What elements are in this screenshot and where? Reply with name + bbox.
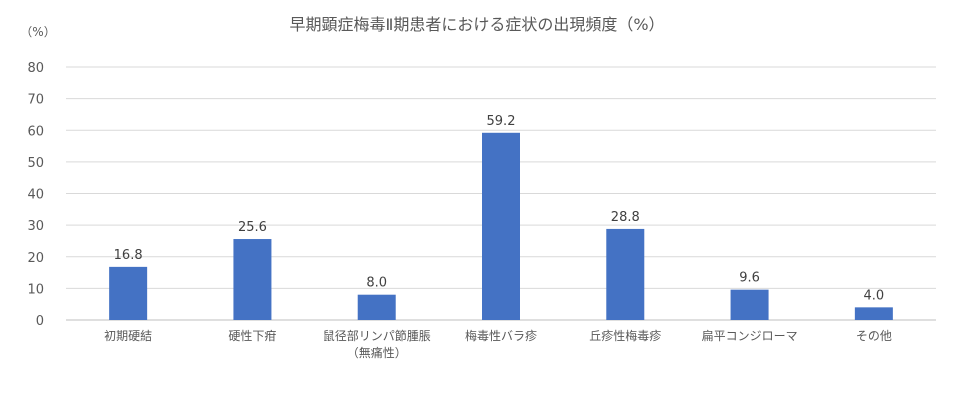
data-label: 9.6 (739, 271, 760, 286)
data-label: 25.6 (238, 220, 267, 235)
x-axis-ticks: 初期硬結 硬性下疳 鼠径部リンパ節腫脹 （無痛性） 梅毒性バラ疹 丘疹性梅毒疹 扁平コンジロ… (104, 328, 892, 360)
x-tick-label: 初期硬結 (104, 329, 152, 343)
y-tick-label: 0 (36, 314, 44, 329)
x-tick-label: その他 (856, 329, 892, 343)
x-tick-label: 鼠径部リンパ節腫脹 (323, 328, 431, 343)
bar (730, 289, 769, 320)
data-label: 28.8 (611, 210, 640, 225)
bar (233, 239, 272, 320)
bars (109, 132, 893, 320)
chart-title: 早期顕症梅毒Ⅱ期患者における症状の出現頻度（%） (289, 15, 664, 34)
y-tick-label: 40 (27, 188, 44, 203)
bar (854, 307, 893, 320)
bar (109, 266, 148, 320)
y-tick-label: 80 (27, 61, 44, 76)
x-tick-label: 扁平コンジローマ (702, 329, 798, 343)
data-label: 59.2 (487, 114, 516, 129)
data-label: 16.8 (114, 248, 143, 263)
y-axis-unit-label: （%） (20, 25, 55, 39)
y-tick-label: 10 (27, 282, 44, 297)
x-tick-label: 硬性下疳 (228, 328, 276, 343)
y-axis-ticks: 0 10 20 30 40 50 60 70 80 (27, 61, 44, 329)
x-tick-label: 丘疹性梅毒疹 (589, 328, 661, 343)
y-tick-label: 20 (27, 251, 44, 266)
x-tick-label: 梅毒性バラ疹 (465, 328, 537, 343)
bar (482, 132, 520, 320)
data-labels: 16.8 25.6 8.0 59.2 28.8 9.6 4.0 (114, 114, 885, 304)
bar (606, 228, 645, 320)
y-tick-label: 50 (27, 156, 44, 171)
y-tick-label: 70 (27, 93, 44, 108)
y-tick-label: 60 (27, 124, 44, 139)
bar (357, 294, 396, 320)
x-tick-label: （無痛性） (347, 345, 407, 360)
data-label: 8.0 (366, 276, 387, 291)
y-tick-label: 30 (27, 219, 44, 234)
data-label: 4.0 (864, 288, 885, 303)
